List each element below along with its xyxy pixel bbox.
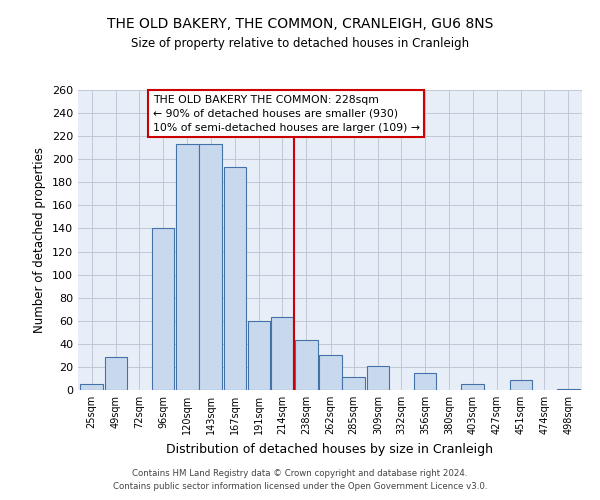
- Bar: [319, 356, 341, 390]
- Bar: [414, 372, 436, 390]
- Text: THE OLD BAKERY, THE COMMON, CRANLEIGH, GU6 8NS: THE OLD BAKERY, THE COMMON, CRANLEIGH, G…: [107, 18, 493, 32]
- Text: THE OLD BAKERY THE COMMON: 228sqm
← 90% of detached houses are smaller (930)
10%: THE OLD BAKERY THE COMMON: 228sqm ← 90% …: [152, 94, 419, 132]
- Text: Contains HM Land Registry data © Crown copyright and database right 2024.: Contains HM Land Registry data © Crown c…: [132, 468, 468, 477]
- Text: Size of property relative to detached houses in Cranleigh: Size of property relative to detached ho…: [131, 38, 469, 51]
- Y-axis label: Number of detached properties: Number of detached properties: [34, 147, 46, 333]
- Bar: [152, 228, 175, 390]
- Bar: [80, 384, 103, 390]
- Bar: [557, 389, 580, 390]
- Bar: [224, 168, 246, 390]
- Bar: [343, 378, 365, 390]
- Bar: [367, 366, 389, 390]
- Bar: [295, 340, 317, 390]
- Bar: [199, 144, 222, 390]
- Text: Contains public sector information licensed under the Open Government Licence v3: Contains public sector information licen…: [113, 482, 487, 491]
- Bar: [461, 384, 484, 390]
- Bar: [510, 380, 532, 390]
- X-axis label: Distribution of detached houses by size in Cranleigh: Distribution of detached houses by size …: [167, 442, 493, 456]
- Bar: [104, 356, 127, 390]
- Bar: [176, 144, 199, 390]
- Bar: [271, 318, 293, 390]
- Bar: [248, 321, 270, 390]
